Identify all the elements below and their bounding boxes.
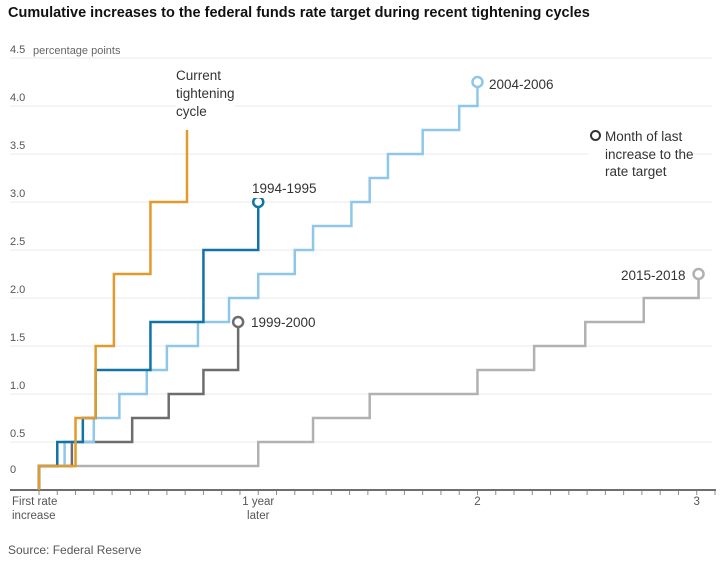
- series-line-2015-2018: [37, 274, 700, 490]
- y-tick-label: 3.5: [10, 140, 25, 152]
- y-tick-label: 0: [10, 464, 16, 476]
- end-marker-2004-2006: [471, 75, 484, 89]
- series-label-1994-1995: 1994-1995: [252, 180, 317, 198]
- x-tick-label: 3: [693, 496, 700, 508]
- x-tick-label: First rate increase: [12, 496, 58, 522]
- end-marker-1999-2000: [231, 315, 245, 329]
- y-tick-label: 1.0: [10, 380, 25, 392]
- series-label-current-tightening-cycle: Current tightening cycle: [176, 67, 235, 121]
- y-axis-unit-label: percentage points: [33, 45, 121, 57]
- y-tick-label: 2.5: [10, 236, 25, 248]
- chart-title: Cumulative increases to the federal fund…: [8, 5, 590, 21]
- series-label-2004-2006: 2004-2006: [489, 76, 554, 94]
- end-marker-1994-1995: [251, 195, 265, 209]
- y-tick-label: 3.0: [10, 188, 25, 200]
- y-tick-label: 1.5: [10, 332, 25, 344]
- y-tick-label: 0.5: [10, 428, 25, 440]
- y-tick-label: 2.0: [10, 284, 25, 296]
- y-tick-label: 4.0: [10, 92, 25, 104]
- x-tick-label: 2: [474, 496, 481, 508]
- last-increase-marker-icon: [590, 130, 601, 141]
- x-tick-label: 1 year later: [242, 496, 275, 522]
- y-tick-label: 4.5: [10, 44, 25, 56]
- series-line-2004-2006: [37, 82, 479, 490]
- series-label-2015-2018: 2015-2018: [621, 267, 686, 285]
- series-label-1999-2000: 1999-2000: [251, 314, 316, 332]
- source-note: Source: Federal Reserve: [8, 543, 142, 557]
- series-line-current-tightening-cycle: [37, 130, 189, 490]
- legend-label: Month of last increase to the rate targe…: [605, 129, 694, 179]
- legend: Month of last increase to the rate targe…: [588, 128, 694, 181]
- end-marker-2015-2018: [692, 267, 705, 281]
